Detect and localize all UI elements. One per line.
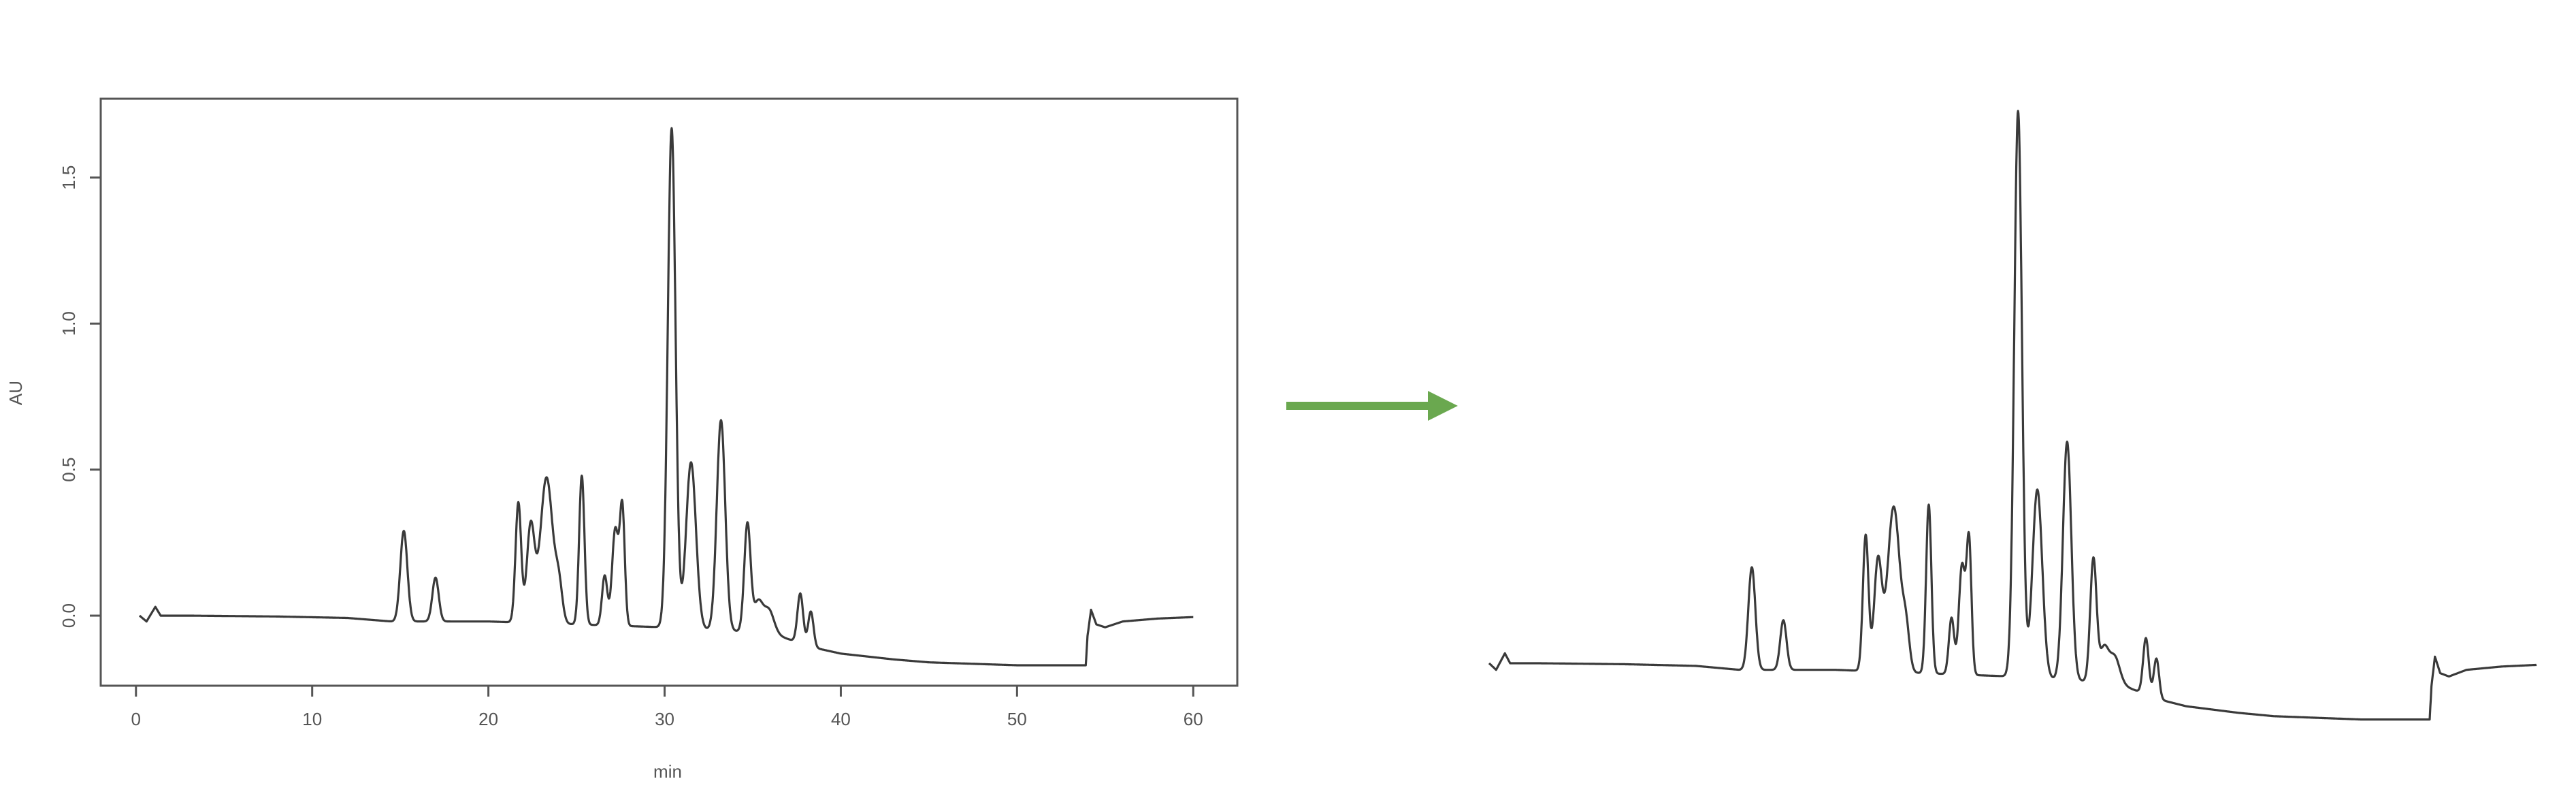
left-chart: 0 10 20 30 40 50 60 0.0 0.5 1.0 1.5 min AU <box>5 97 1239 782</box>
left-chromatogram-trace <box>138 127 1194 667</box>
x-tick-label: 10 <box>302 709 322 729</box>
x-tick-label: 60 <box>1184 709 1203 729</box>
right-chromatogram-trace <box>1488 110 2538 721</box>
y-tick-label: 0.5 <box>59 458 79 482</box>
transform-arrow <box>1286 391 1458 421</box>
x-tick-label: 30 <box>655 709 674 729</box>
x-axis-label: min <box>653 761 682 782</box>
x-tick-label: 20 <box>478 709 498 729</box>
y-axis-label: AU <box>5 381 26 405</box>
arrow-head <box>1428 391 1458 421</box>
x-tick-label: 0 <box>131 709 141 729</box>
x-tick-label: 50 <box>1007 709 1027 729</box>
y-tick-label: 0.0 <box>59 603 79 628</box>
y-tick-label: 1.5 <box>59 165 79 190</box>
x-tick-label: 40 <box>831 709 851 729</box>
right-chart <box>1488 110 2538 721</box>
left-chart-axes: 0 10 20 30 40 50 60 0.0 0.5 1.0 1.5 <box>59 165 1203 729</box>
left-plot-frame <box>99 97 1239 687</box>
y-tick-label: 1.0 <box>59 311 79 336</box>
